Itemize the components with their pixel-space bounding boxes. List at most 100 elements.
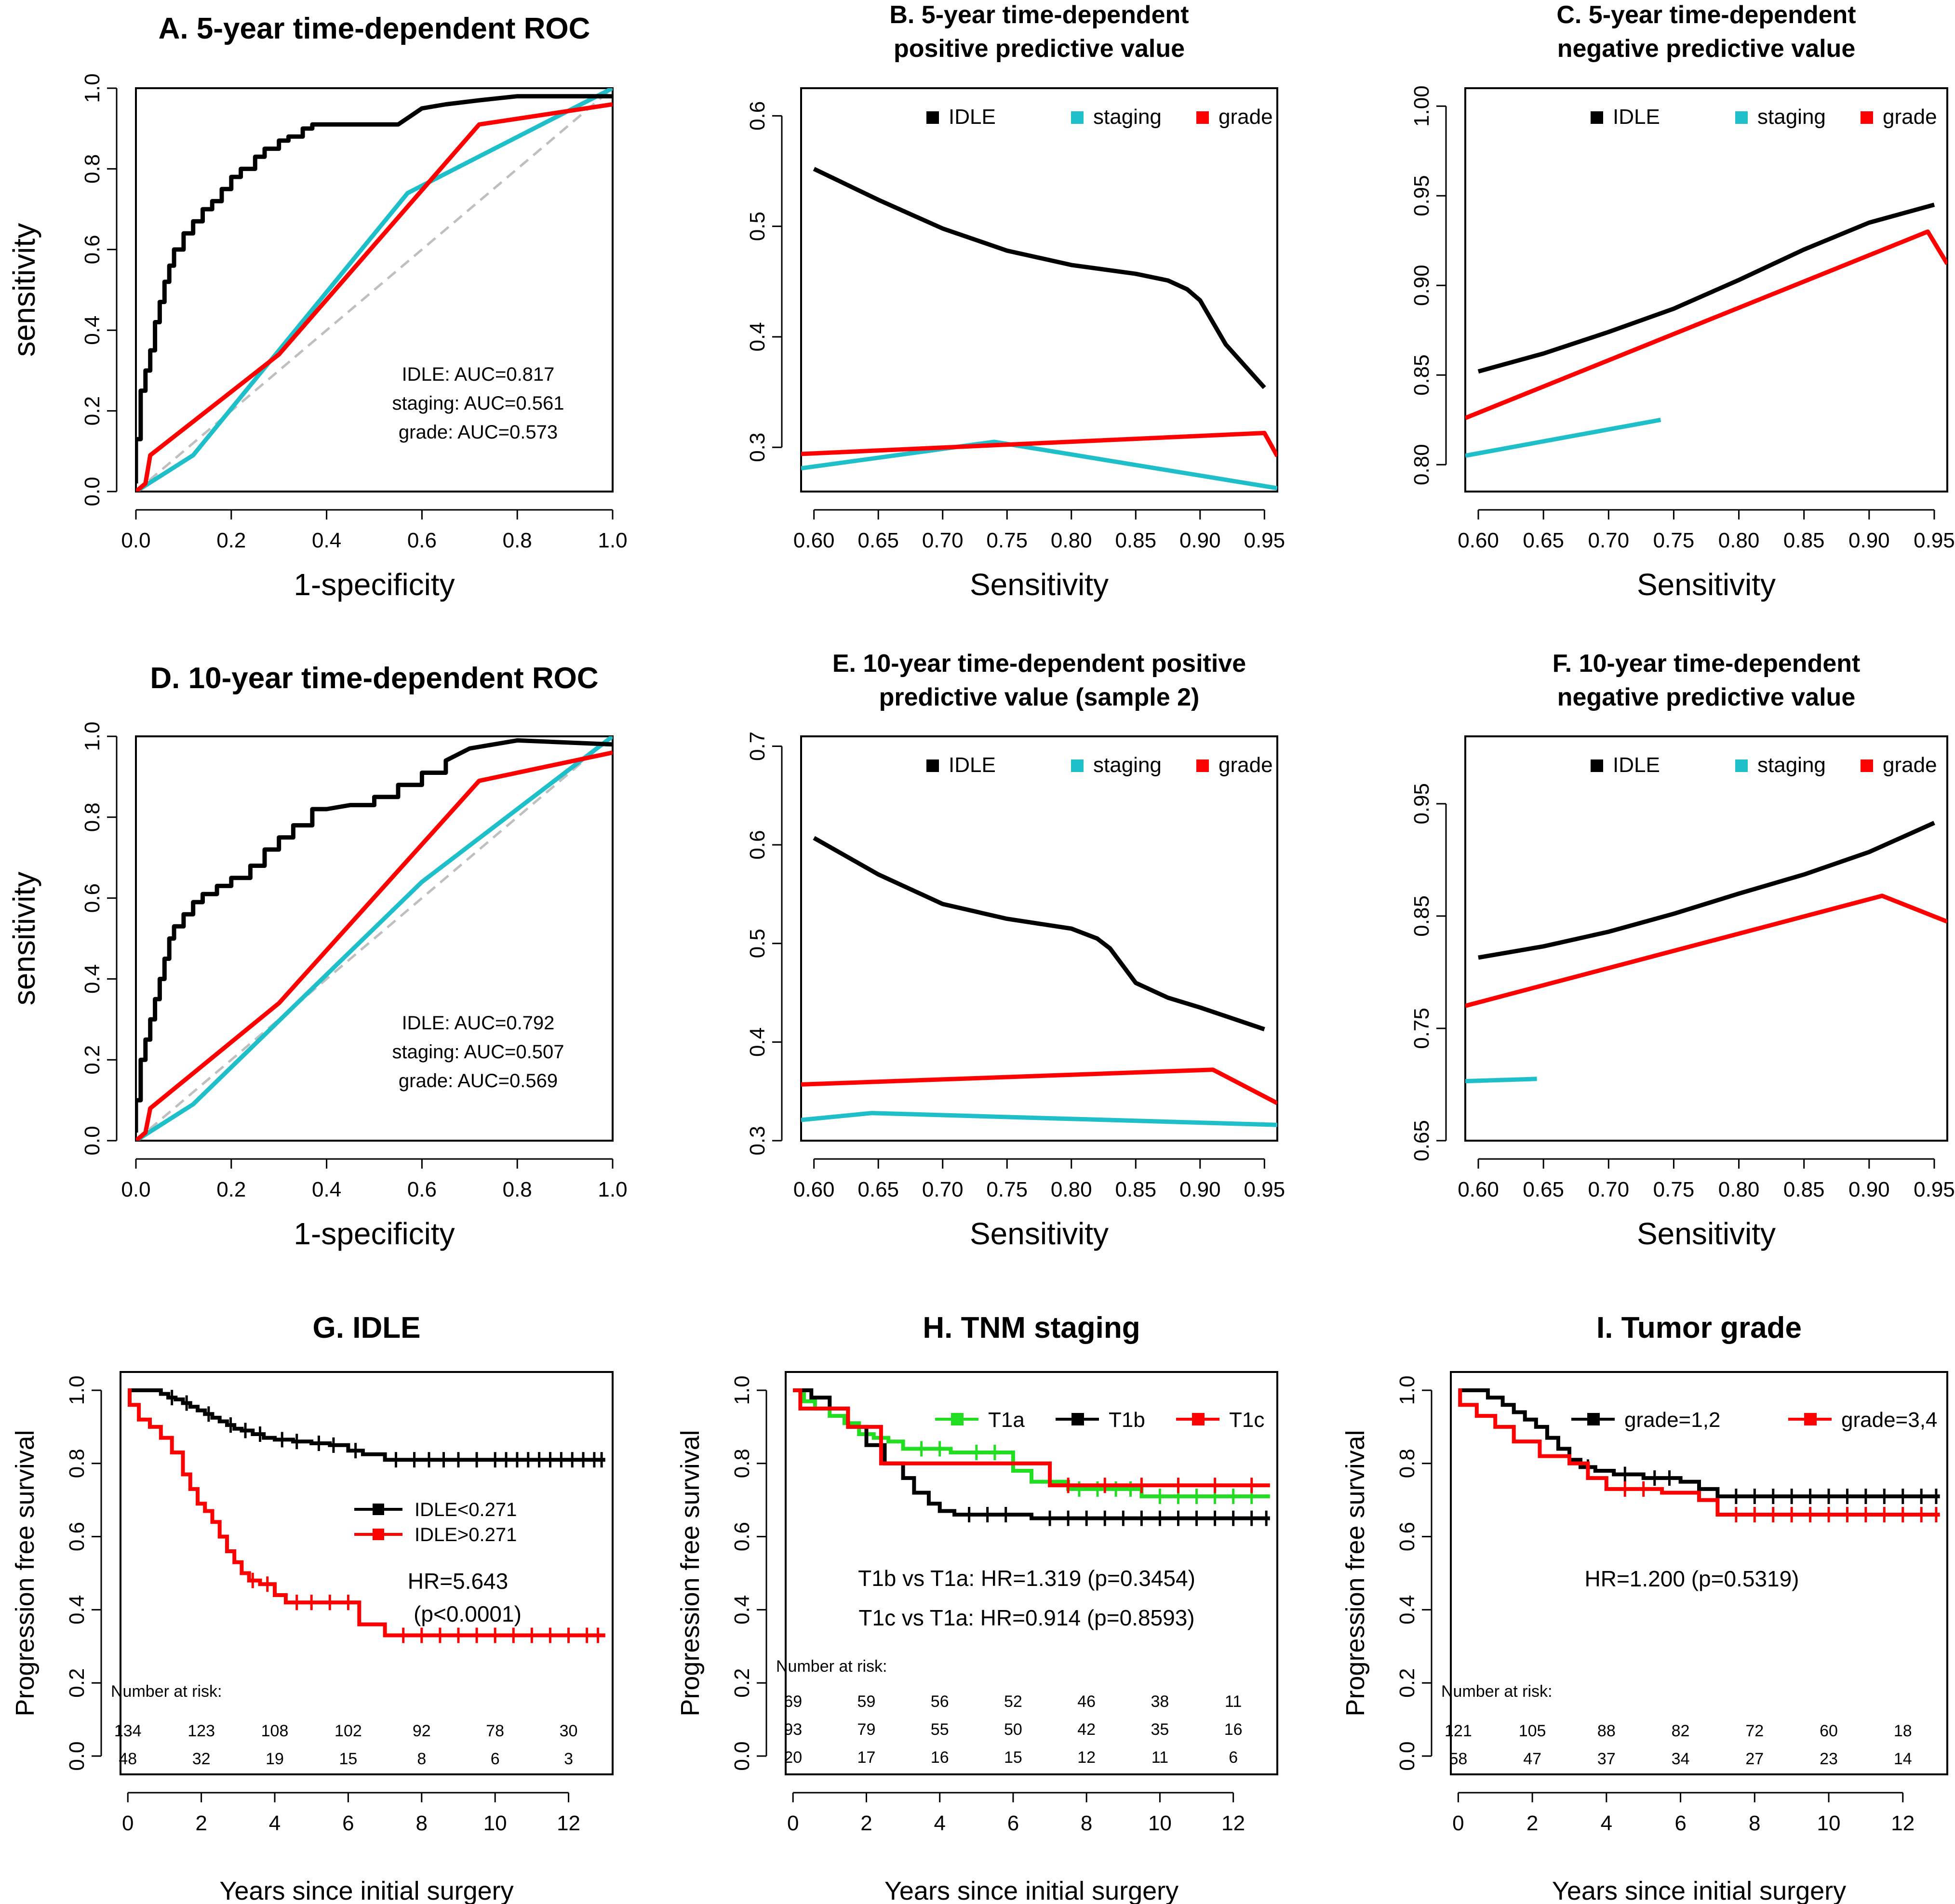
chart-d-x-tick-label: 0.2	[216, 1178, 246, 1201]
chart-h-risk-value: 52	[1004, 1692, 1022, 1711]
chart-h-legend-label: T1a	[988, 1408, 1025, 1432]
chart-g-y-tick-label: 0.0	[65, 1741, 89, 1771]
chart-c-x-tick-label: 0.65	[1523, 529, 1564, 552]
chart-a-y-tick-label: 1.0	[80, 73, 104, 103]
chart-a-auc-label: staging: AUC=0.561	[392, 393, 564, 414]
chart-d-y-tick-label: 0.4	[80, 964, 104, 994]
chart-f-legend-label: grade	[1883, 753, 1937, 777]
chart-d-y-axis-label: sensitivity	[7, 872, 41, 1005]
chart-c-series-grade	[1465, 229, 1947, 420]
chart-g: G. IDLE 0 2 4 6 8 10 12 Years since initial surg…	[11, 1311, 614, 1904]
chart-b-series-grade	[801, 431, 1277, 457]
chart-d-auc-label: grade: AUC=0.569	[399, 1070, 558, 1092]
chart-f-legend-swatch	[1591, 759, 1603, 772]
chart-g-legend-swatch	[373, 1504, 384, 1515]
chart-i-risk-value: 23	[1820, 1750, 1838, 1768]
chart-h-risk-value: 46	[1077, 1692, 1096, 1711]
chart-d-x-tick-label: 1.0	[598, 1178, 627, 1201]
chart-g-y-tick-label: 0.8	[65, 1449, 89, 1478]
chart-f-y-tick-label: 0.95	[1410, 783, 1433, 825]
chart-h-series-t1b-curve	[793, 1388, 1270, 1520]
chart-i-x-tick-label: 12	[1891, 1811, 1915, 1835]
chart-c-x-tick-label: 0.90	[1848, 529, 1890, 552]
chart-a-x-axis-label: 1-specificity	[294, 567, 455, 602]
chart-c-title: negative predictive value	[1557, 35, 1856, 63]
chart-h-risk-value: 16	[1224, 1720, 1243, 1739]
chart-f-legend-swatch	[1861, 759, 1873, 772]
chart-h-y-axis-label: Progression free survival	[676, 1430, 705, 1716]
chart-f-x-tick-label: 0.70	[1588, 1178, 1629, 1201]
chart-h-risk-value: 69	[784, 1692, 802, 1711]
chart-d-y-tick-label: 0.0	[80, 1126, 104, 1155]
chart-b-x-tick-label: 0.60	[793, 529, 835, 552]
chart-e-plot-area	[801, 836, 1277, 1127]
chart-c-series-idle	[1477, 202, 1935, 374]
chart-c-x-tick-label: 0.85	[1783, 529, 1825, 552]
chart-h-plot-frame	[785, 1371, 1278, 1775]
chart-a-plot-frame	[135, 87, 614, 493]
chart-i-risk-value: 37	[1597, 1750, 1616, 1768]
chart-h-legend-label: T1c	[1229, 1408, 1264, 1432]
chart-e-legend-swatch	[926, 759, 939, 772]
chart-g-y-axis-label: Progression free survival	[11, 1430, 40, 1716]
chart-g-title: G. IDLE	[313, 1311, 421, 1345]
chart-c-y-tick-label: 0.90	[1410, 265, 1433, 306]
chart-a-x-tick-label: 0.2	[216, 529, 246, 552]
chart-f-x-tick-label: 0.75	[1653, 1178, 1695, 1201]
chart-d-series-grade	[136, 750, 613, 1141]
chart-b: B. 5-year time-dependent positive predict…	[746, 1, 1285, 602]
chart-g-risk-value: 123	[187, 1722, 215, 1740]
chart-i-x-tick-label: 0	[1452, 1811, 1464, 1835]
chart-h-legend-label: T1b	[1109, 1408, 1145, 1432]
chart-h-risk-value: 35	[1151, 1720, 1169, 1739]
chart-h-x-tick-label: 12	[1221, 1811, 1245, 1835]
chart-g-risk-value: 108	[261, 1722, 289, 1740]
chart-i-risk-value: 88	[1597, 1722, 1616, 1740]
chart-d-series-idle	[136, 738, 613, 1133]
chart-h-y-tick-label: 1.0	[730, 1375, 754, 1405]
chart-e-x-tick-label: 0.90	[1179, 1178, 1221, 1201]
chart-h-risk-value: 79	[857, 1720, 876, 1739]
chart-h-x-tick-label: 0	[787, 1811, 799, 1835]
chart-g-risk-value: 6	[491, 1750, 500, 1768]
chart-e-title: E. 10-year time-dependent positive	[832, 650, 1246, 678]
chart-i-y-axis-label: Progression free survival	[1341, 1430, 1370, 1716]
chart-f-x-tick-label: 0.80	[1718, 1178, 1760, 1201]
chart-f-legend-label: IDLE	[1613, 753, 1660, 777]
chart-b-x-tick-label: 0.70	[922, 529, 964, 552]
chart-g-series-idle-0-271	[128, 1388, 605, 1643]
chart-b-x-tick-label: 0.90	[1179, 529, 1221, 552]
chart-f-x-tick-label: 0.90	[1848, 1178, 1890, 1201]
chart-i-risk-value: 60	[1820, 1722, 1838, 1740]
chart-d-x-tick-label: 0.0	[121, 1178, 150, 1201]
chart-i-legend-swatch	[1804, 1413, 1817, 1425]
chart-c-legend-swatch	[1861, 111, 1873, 124]
chart-g-risk-value: 134	[114, 1722, 142, 1740]
chart-a-series-staging	[136, 88, 613, 492]
chart-b-legend-label: IDLE	[949, 105, 996, 129]
chart-g-risk-value: 30	[560, 1722, 578, 1740]
chart-h-risk-value: 50	[1004, 1720, 1022, 1739]
chart-c-x-tick-label: 0.70	[1588, 529, 1629, 552]
chart-c-y-tick-label: 1.00	[1410, 85, 1433, 127]
chart-i-series-grade-1-2	[1458, 1388, 1940, 1505]
chart-i-risk-value: 27	[1745, 1750, 1764, 1768]
chart-b-x-tick-label: 0.95	[1244, 529, 1285, 552]
chart-f-x-tick-label: 0.65	[1523, 1178, 1564, 1201]
chart-i-y-tick-label: 1.0	[1395, 1375, 1419, 1405]
chart-g-y-tick-label: 0.2	[65, 1668, 89, 1698]
chart-e-y-tick-label: 0.7	[746, 732, 769, 761]
chart-g-y-tick-label: 1.0	[65, 1375, 89, 1405]
chart-d-chance-line	[136, 736, 613, 1141]
chart-i-y-tick-label: 0.4	[1395, 1595, 1419, 1624]
chart-i-legend-label: grade=3,4	[1841, 1408, 1937, 1432]
chart-f-y-tick-label: 0.65	[1410, 1120, 1433, 1161]
chart-i-risk-value: 47	[1523, 1750, 1541, 1768]
chart-h-x-axis-label: Years since initial surgery	[884, 1877, 1178, 1904]
chart-h-series-t1b	[793, 1388, 1270, 1526]
chart-d-x-tick-label: 0.8	[503, 1178, 532, 1201]
chart-g-x-tick-label: 12	[557, 1811, 580, 1835]
chart-h-x-tick-label: 4	[934, 1811, 945, 1835]
chart-h-legend-swatch	[1192, 1413, 1205, 1425]
chart-a-x-tick-label: 0.0	[121, 529, 150, 552]
